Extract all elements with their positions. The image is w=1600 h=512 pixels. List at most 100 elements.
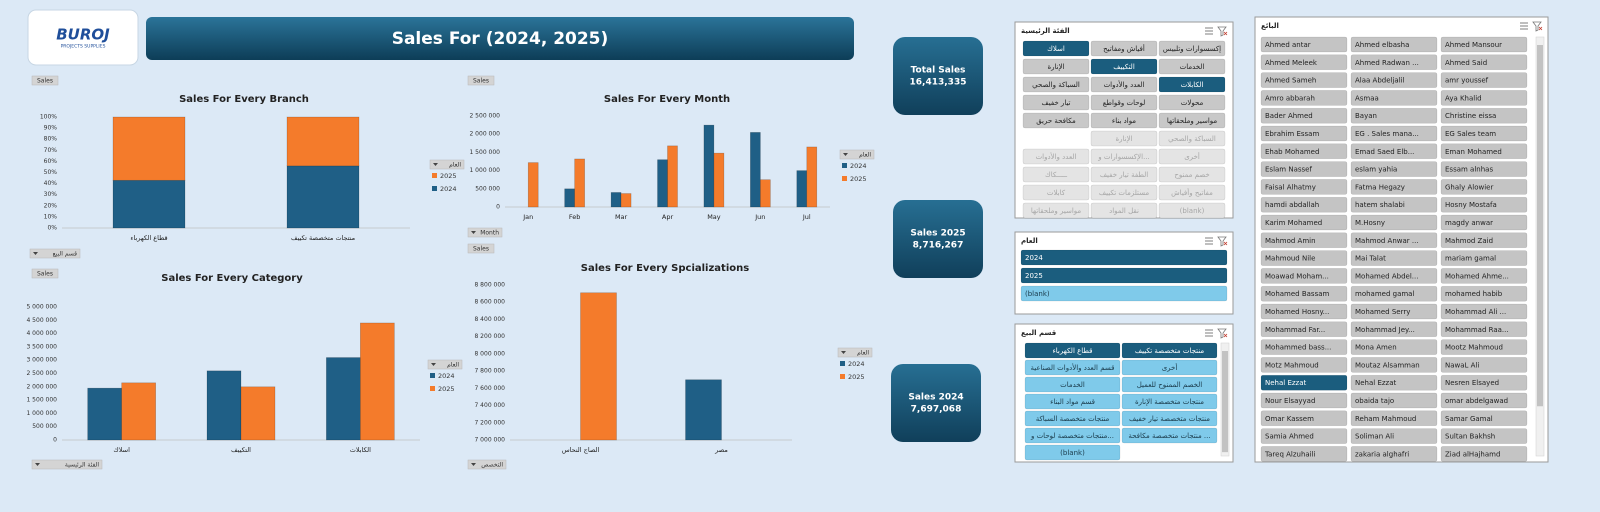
slicer-item[interactable]: [1350, 54, 1438, 71]
slicer-item[interactable]: [1024, 427, 1121, 444]
slicer-item[interactable]: [1090, 184, 1158, 201]
slicer-item[interactable]: [1260, 161, 1348, 177]
slicer-item[interactable]: [1020, 267, 1228, 284]
slicer-item[interactable]: [1158, 94, 1226, 111]
slicer-item[interactable]: [1260, 392, 1348, 409]
slicer-item[interactable]: [1022, 58, 1090, 75]
slicer-item[interactable]: [1440, 90, 1528, 106]
slicer-item[interactable]: [1022, 40, 1090, 57]
slicer-item[interactable]: [1350, 125, 1438, 142]
slicer-item[interactable]: [1090, 76, 1158, 93]
slicer-item[interactable]: [1440, 428, 1528, 444]
slicer-item[interactable]: [1260, 72, 1348, 88]
slicer-item[interactable]: [1350, 285, 1438, 302]
slicer-item[interactable]: [1260, 285, 1348, 302]
value-field-button[interactable]: [31, 268, 59, 279]
clear-filter-icon[interactable]: [1217, 26, 1227, 37]
slicer-item[interactable]: [1350, 90, 1438, 106]
multi-select-icon[interactable]: [1205, 329, 1213, 337]
slicer-item[interactable]: [1090, 112, 1158, 129]
slicer-item[interactable]: [1020, 285, 1228, 302]
slicer-item[interactable]: [1440, 339, 1528, 355]
axis-field-button[interactable]: [467, 459, 507, 470]
slicer-item[interactable]: [1440, 374, 1528, 391]
slicer-item[interactable]: [1260, 357, 1348, 373]
slicer-item[interactable]: [1121, 427, 1218, 444]
slicer-item[interactable]: [1158, 202, 1226, 219]
clear-filter-icon[interactable]: [1217, 328, 1227, 339]
slicer-item[interactable]: [1260, 143, 1348, 160]
slicer-item[interactable]: [1260, 374, 1348, 391]
slicer-item[interactable]: [1090, 94, 1158, 111]
slicer-item[interactable]: [1440, 36, 1528, 53]
slicer-item[interactable]: [1440, 250, 1528, 266]
slicer-item[interactable]: [1440, 161, 1528, 177]
slicer-item[interactable]: [1090, 40, 1158, 57]
slicer-item[interactable]: [1024, 393, 1121, 410]
slicer-item[interactable]: [1350, 303, 1438, 320]
slicer-item[interactable]: [1440, 410, 1528, 427]
scroll-thumb[interactable]: [1537, 45, 1543, 407]
slicer-item[interactable]: [1440, 321, 1528, 338]
axis-field-button[interactable]: [29, 248, 81, 259]
value-field-button[interactable]: [467, 243, 495, 254]
slicer-item[interactable]: [1022, 202, 1090, 219]
slicer-item[interactable]: [1350, 268, 1438, 284]
slicer-item[interactable]: [1350, 214, 1438, 231]
legend-field-button[interactable]: [429, 159, 465, 170]
slicer-item[interactable]: [1350, 321, 1438, 338]
slicer-item[interactable]: [1260, 36, 1348, 53]
slicer-item[interactable]: [1440, 285, 1528, 302]
slicer-item[interactable]: [1260, 250, 1348, 266]
slicer-item[interactable]: [1090, 130, 1158, 147]
slicer-item[interactable]: [1350, 72, 1438, 88]
legend-field-button[interactable]: [427, 359, 463, 370]
slicer-item[interactable]: [1260, 90, 1348, 106]
slicer-item[interactable]: [1440, 268, 1528, 284]
multi-select-icon[interactable]: [1520, 22, 1528, 30]
slicer-item[interactable]: [1158, 76, 1226, 93]
slicer-item[interactable]: [1022, 112, 1090, 129]
legend-field-button[interactable]: [837, 347, 873, 358]
scroll-thumb[interactable]: [1222, 351, 1228, 453]
slicer-item[interactable]: [1440, 303, 1528, 320]
slicer-item[interactable]: [1440, 107, 1528, 124]
slicer-item[interactable]: [1158, 130, 1226, 147]
slicer-item[interactable]: [1260, 179, 1348, 195]
slicer-item[interactable]: [1350, 428, 1438, 444]
value-field-button[interactable]: [31, 75, 59, 86]
slicer-item[interactable]: [1350, 446, 1438, 462]
clear-filter-icon[interactable]: [1217, 236, 1227, 247]
axis-field-button[interactable]: [31, 459, 103, 470]
slicer-item[interactable]: [1260, 214, 1348, 231]
slicer-item[interactable]: [1350, 410, 1438, 427]
slicer-item[interactable]: [1022, 94, 1090, 111]
slicer-item[interactable]: [1260, 107, 1348, 124]
slicer-item[interactable]: [1350, 357, 1438, 373]
slicer-item[interactable]: [1260, 196, 1348, 213]
slicer-item[interactable]: [1350, 196, 1438, 213]
slicer-item[interactable]: [1350, 374, 1438, 391]
slicer-item[interactable]: [1350, 107, 1438, 124]
slicer-item[interactable]: [1260, 303, 1348, 320]
slicer-item[interactable]: [1260, 446, 1348, 462]
slicer-item[interactable]: [1440, 392, 1528, 409]
slicer-item[interactable]: [1440, 179, 1528, 195]
slicer-item[interactable]: [1440, 54, 1528, 71]
slicer-item[interactable]: [1024, 342, 1121, 359]
slicer-item[interactable]: [1022, 166, 1090, 183]
slicer-item[interactable]: [1158, 184, 1226, 201]
slicer-item[interactable]: [1350, 161, 1438, 177]
slicer-item[interactable]: [1020, 249, 1228, 266]
slicer-item[interactable]: [1440, 214, 1528, 231]
slicer-item[interactable]: [1121, 393, 1218, 410]
slicer-item[interactable]: [1440, 357, 1528, 373]
slicer-item[interactable]: [1090, 166, 1158, 183]
slicer-item[interactable]: [1024, 410, 1121, 427]
slicer-item[interactable]: [1440, 232, 1528, 249]
multi-select-icon[interactable]: [1205, 237, 1213, 245]
slicer-item[interactable]: [1121, 342, 1218, 359]
slicer-item[interactable]: [1158, 58, 1226, 75]
slicer-item[interactable]: [1350, 232, 1438, 249]
slicer-item[interactable]: [1022, 184, 1090, 201]
